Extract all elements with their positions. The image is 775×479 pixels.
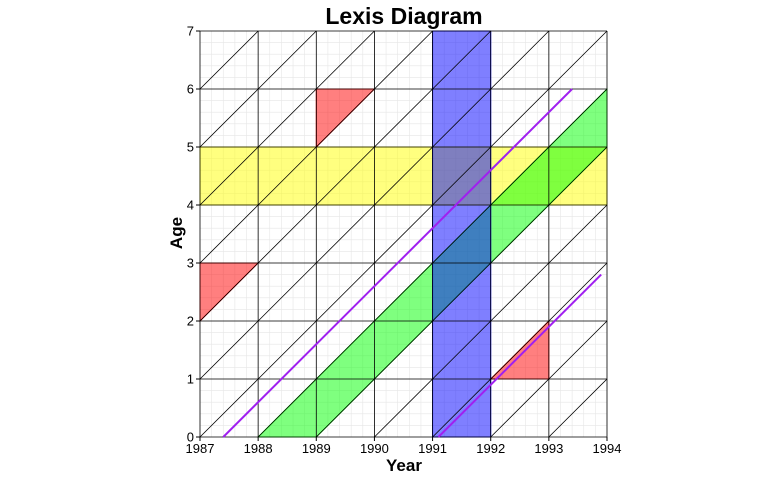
y-tick-label: 2 — [187, 314, 194, 329]
grid-line-diagonal — [199, 146, 259, 206]
grid-line-diagonal — [490, 262, 550, 322]
grid-line-diagonal — [257, 204, 317, 264]
grid-line-diagonal — [199, 204, 259, 264]
y-tick-label: 0 — [187, 430, 194, 445]
y-tick-label: 3 — [187, 256, 194, 271]
grid-line-diagonal — [199, 320, 259, 380]
grid-line-diagonal — [374, 30, 433, 90]
x-tick-label: 1991 — [418, 441, 447, 456]
grid-line-diagonal — [432, 320, 491, 380]
grid-line-diagonal — [432, 88, 491, 148]
grid-line-diagonal — [490, 378, 550, 438]
grid-line-diagonal — [490, 204, 550, 264]
grid-line-diagonal — [374, 262, 433, 322]
grid-line-diagonal — [374, 378, 433, 438]
grid-line-diagonal — [199, 378, 259, 438]
grid-line-diagonal — [374, 204, 433, 264]
lifelines — [222, 88, 602, 438]
x-tick-label: 1989 — [302, 441, 331, 456]
grid-line-diagonal — [548, 320, 608, 380]
grid-line-diagonal — [548, 262, 608, 322]
grid-line-diagonal — [490, 146, 550, 206]
grid-line-diagonal — [432, 30, 491, 90]
grid-line-diagonal — [490, 30, 550, 90]
grid-line-diagonal — [316, 146, 375, 206]
grid-line-diagonal — [432, 378, 491, 438]
chart-title: Lexis Diagram — [325, 3, 482, 29]
y-tick-label: 6 — [187, 82, 194, 97]
y-tick-label: 5 — [187, 140, 194, 155]
grid-line-diagonal — [316, 262, 375, 322]
x-axis-title: Year — [386, 456, 422, 475]
x-tick-label: 1987 — [186, 441, 215, 456]
grid-line-diagonal — [432, 262, 491, 322]
lifeline — [222, 88, 573, 438]
grid-line-diagonal — [432, 204, 491, 264]
x-tick-label: 1994 — [593, 441, 622, 456]
y-tick-label: 1 — [187, 372, 194, 387]
grid-line-diagonal — [490, 320, 550, 380]
grid-line-diagonal — [374, 146, 433, 206]
grid-line-diagonal — [199, 262, 259, 322]
grid-line-diagonal — [548, 378, 608, 438]
grid-line-diagonal — [548, 204, 608, 264]
grid-line-diagonal — [257, 146, 317, 206]
grid-line-diagonal — [374, 88, 433, 148]
grid-line-diagonal — [548, 30, 608, 90]
grid-line-diagonal — [316, 88, 375, 148]
lexis-grid — [199, 30, 608, 438]
grid-line-diagonal — [316, 30, 375, 90]
grid-line-diagonal — [257, 378, 317, 438]
grid-line-diagonal — [199, 88, 259, 148]
grid-line-diagonal — [316, 204, 375, 264]
x-tick-label: 1988 — [244, 441, 273, 456]
y-tick-label: 7 — [187, 24, 194, 39]
grid-line-diagonal — [257, 30, 317, 90]
grid-line-diagonal — [257, 262, 317, 322]
y-tick-label: 4 — [187, 198, 194, 213]
lifeline — [437, 273, 602, 438]
grid-line-diagonal — [490, 88, 550, 148]
x-tick-label: 1993 — [534, 441, 563, 456]
grid-line-diagonal — [257, 88, 317, 148]
grid-line-diagonal — [316, 320, 375, 380]
axis-ticks: 1987 1988 1989 1990 1991 1992 1993 1994 0 1 2 3 4 5 6 7 — [186, 24, 622, 457]
grid-line-diagonal — [199, 30, 259, 90]
grid-line-diagonal — [548, 88, 608, 148]
grid-line-diagonal — [548, 146, 608, 206]
y-axis-title: Age — [167, 217, 186, 249]
grid-line-diagonal — [374, 320, 433, 380]
grid-line-diagonal — [257, 320, 317, 380]
grid-line-diagonal — [316, 378, 375, 438]
x-tick-label: 1990 — [360, 441, 389, 456]
x-tick-label: 1992 — [476, 441, 505, 456]
grid-line-diagonal — [432, 146, 491, 206]
